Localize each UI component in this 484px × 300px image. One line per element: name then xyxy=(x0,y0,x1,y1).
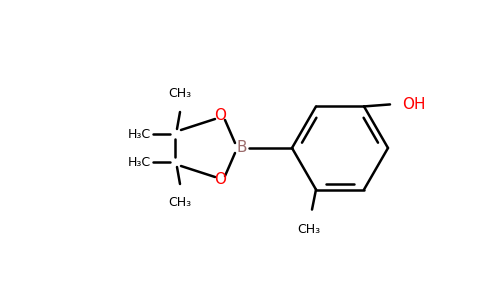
Text: H₃C: H₃C xyxy=(128,128,151,140)
Text: O: O xyxy=(214,172,226,188)
Text: OH: OH xyxy=(402,97,425,112)
Text: CH₃: CH₃ xyxy=(168,196,192,209)
Text: H₃C: H₃C xyxy=(128,155,151,169)
Text: CH₃: CH₃ xyxy=(168,87,192,100)
Text: O: O xyxy=(214,109,226,124)
Text: B: B xyxy=(237,140,247,155)
Text: CH₃: CH₃ xyxy=(298,223,320,236)
